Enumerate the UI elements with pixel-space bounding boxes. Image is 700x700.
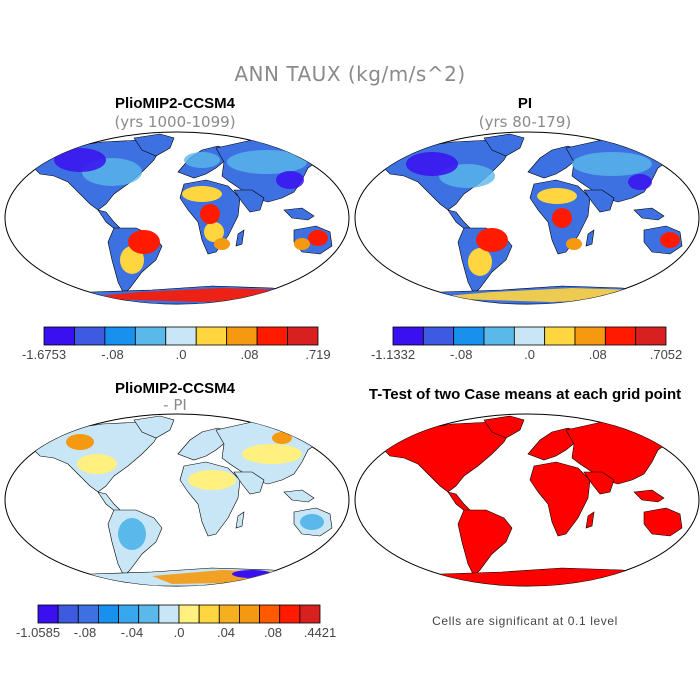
colorbar-panel3: [37, 604, 321, 624]
colorbar-swatch: [287, 326, 319, 346]
significance-note: Cells are significant at 0.1 level: [432, 614, 618, 628]
colorbar-swatch: [279, 604, 301, 624]
main-title: ANN TAUX (kg/m/s^2): [234, 62, 466, 86]
colorbar-swatch: [57, 604, 79, 624]
panel2-map: [354, 131, 700, 305]
colorbar-swatch: [98, 604, 119, 624]
colorbar-swatch: [392, 326, 424, 346]
colorbar-panel2: [392, 326, 667, 346]
colorbar-swatch: [158, 604, 180, 624]
colorbar-tick-label: .4421: [303, 625, 337, 640]
colorbar-swatch: [256, 326, 288, 346]
panel1-subtitle: (yrs 1000-1099): [114, 113, 236, 131]
colorbar-swatch: [138, 604, 160, 624]
panel3-map: [4, 413, 350, 587]
colorbar-swatch: [422, 326, 455, 346]
colorbar-tick-label: .08: [588, 347, 607, 362]
colorbar-swatch: [574, 326, 606, 346]
colorbar-swatch: [513, 326, 546, 346]
colorbar-tick-label: .04: [216, 625, 236, 640]
colorbar-swatch: [226, 326, 258, 346]
colorbar-swatch: [118, 604, 140, 624]
panel3-title: PlioMIP2-CCSM4: [114, 380, 235, 397]
colorbar-swatch: [74, 326, 106, 346]
colorbar-tick-label: .08: [240, 347, 259, 362]
colorbar-swatch: [453, 326, 485, 346]
colorbar-swatch: [604, 326, 637, 346]
colorbar-swatch: [37, 604, 59, 624]
colorbar-tick-label: .7052: [649, 347, 683, 362]
colorbar-swatch: [239, 604, 260, 624]
colorbar-swatch: [218, 604, 240, 624]
panel4-title: T-Test of two Case means at each grid po…: [368, 386, 682, 403]
colorbar-tick-label: -1.0585: [15, 625, 61, 640]
colorbar-swatch: [43, 326, 75, 346]
panel1-map: [4, 131, 350, 305]
colorbar-tick-label: .0: [173, 625, 185, 640]
colorbar-swatch: [104, 326, 136, 346]
colorbar-swatch: [165, 326, 197, 346]
panel2-subtitle: (yrs 80-179): [478, 113, 572, 131]
colorbar-swatch: [544, 326, 576, 346]
colorbar-swatch: [259, 604, 281, 624]
colorbar-swatch: [195, 326, 228, 346]
panel4-map: [354, 413, 700, 587]
colorbar-tick-label: -1.1332: [370, 347, 416, 362]
panel2-title: PI: [517, 95, 533, 112]
colorbar-tick-label: .0: [524, 347, 535, 362]
colorbar-panel1: [43, 326, 319, 346]
colorbar-tick-label: -.08: [450, 347, 473, 362]
colorbar-swatch: [134, 326, 167, 346]
colorbar-swatch: [483, 326, 515, 346]
colorbar-tick-label: -.04: [120, 625, 144, 640]
panel3-subtitle: - PI: [163, 396, 187, 414]
colorbar-swatch: [178, 604, 200, 624]
colorbar-tick-label: .08: [263, 625, 283, 640]
colorbar-tick-label: -.08: [101, 347, 124, 362]
colorbar-swatch: [299, 604, 321, 624]
colorbar-tick-label: .0: [175, 347, 187, 362]
panel1-title: PlioMIP2-CCSM4: [114, 95, 235, 112]
colorbar-tick-label: -.08: [73, 625, 97, 640]
colorbar-swatch: [635, 326, 667, 346]
colorbar-swatch: [77, 604, 99, 624]
colorbar-swatch: [198, 604, 220, 624]
colorbar-tick-label: -1.6753: [21, 347, 67, 362]
colorbar-tick-label: .719: [305, 347, 331, 362]
